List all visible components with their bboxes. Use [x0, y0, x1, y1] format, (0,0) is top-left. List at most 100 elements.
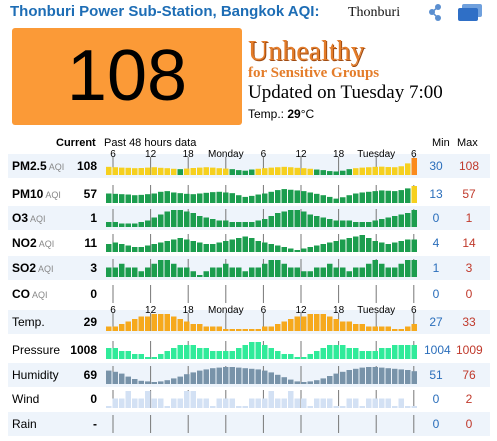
history-bar	[275, 190, 281, 203]
row-name: PM2.5 AQI	[12, 159, 65, 173]
history-bar	[164, 211, 170, 227]
history-bar	[145, 316, 151, 331]
history-bar	[288, 189, 294, 203]
history-bar	[314, 351, 320, 359]
history-bar	[229, 398, 235, 408]
hour-label: 18	[333, 305, 345, 316]
row-name: CO AQI	[12, 287, 48, 301]
hour-label: 6	[260, 305, 267, 316]
history-bar	[203, 398, 209, 408]
history-bar	[288, 167, 294, 175]
history-bar	[320, 348, 326, 359]
history-bar	[392, 406, 398, 408]
history-bar	[314, 380, 320, 384]
history-bar	[275, 374, 281, 384]
history-bar	[184, 168, 190, 175]
history-bar	[359, 167, 365, 175]
history-bar	[216, 267, 222, 277]
current-value: 0	[90, 287, 97, 301]
history-bar	[255, 267, 261, 277]
history-bar	[255, 220, 261, 227]
history-bar	[203, 326, 209, 331]
history-bar	[171, 192, 177, 203]
history-bar	[275, 398, 281, 408]
history-bar	[314, 245, 320, 252]
history-bar	[353, 324, 359, 331]
history-bar	[106, 348, 112, 359]
history-bar	[320, 195, 326, 203]
history-bar	[138, 354, 144, 359]
history-bar	[125, 321, 131, 331]
history-bar	[125, 194, 131, 203]
history-bar	[210, 267, 216, 277]
history-bar	[262, 345, 268, 359]
history-bar	[145, 245, 151, 252]
history-bar	[281, 211, 287, 227]
history-bar	[288, 391, 294, 408]
history-bar	[301, 398, 307, 408]
history-bar	[151, 263, 157, 277]
current-header: Current	[56, 137, 96, 149]
temp-line: Temp.: 29°C	[248, 108, 314, 120]
row-unit: AQI	[38, 264, 54, 274]
history-bar	[177, 238, 183, 252]
window-icon[interactable]	[458, 4, 482, 21]
history-bar	[294, 316, 300, 331]
history-bar	[151, 244, 157, 252]
history-bar	[281, 321, 287, 331]
history-bar	[385, 348, 391, 359]
history-bar	[405, 163, 411, 175]
history-bar	[268, 372, 274, 384]
history-bar	[229, 239, 235, 252]
history-bar	[333, 241, 339, 252]
history-bar	[340, 267, 346, 277]
history-bar	[307, 271, 313, 277]
history-bar	[106, 406, 112, 408]
history-bar	[340, 239, 346, 252]
history-bar	[112, 371, 118, 384]
history-bar	[379, 219, 385, 227]
history-bar	[314, 398, 320, 408]
history-bar	[171, 263, 177, 277]
history-bar	[314, 267, 320, 277]
min-value: 0	[432, 392, 440, 406]
history-bar	[145, 194, 151, 203]
history-bar	[359, 367, 365, 384]
history-bar	[210, 167, 216, 175]
row-name: NO2 AQI	[12, 236, 55, 250]
current-value: 69	[83, 368, 97, 382]
history-bar	[171, 168, 177, 175]
hour-label: 18	[182, 305, 194, 316]
history-bar	[281, 377, 287, 384]
history-bar	[203, 217, 209, 227]
search-box[interactable]: Thonburi	[348, 6, 400, 20]
history-bar	[320, 244, 326, 252]
min-value: 0	[432, 211, 440, 225]
history-bar	[320, 314, 326, 331]
row-name: Pressure	[12, 343, 61, 357]
status: Unhealthy	[248, 36, 365, 67]
history-bar	[184, 267, 190, 277]
history-bar	[385, 190, 391, 203]
history-bar	[346, 271, 352, 277]
history-bar	[366, 263, 372, 277]
current-value: 1008	[70, 343, 97, 357]
history-bar	[327, 196, 333, 203]
history-bar	[268, 244, 274, 252]
share-icon[interactable]	[429, 4, 441, 21]
history-bar	[288, 379, 294, 384]
history-bar	[249, 398, 255, 408]
history-bar	[411, 371, 417, 384]
history-bar	[275, 351, 281, 359]
history-bar	[268, 216, 274, 227]
history-bar	[177, 398, 183, 408]
history-bar	[353, 168, 359, 175]
history-bar	[229, 367, 235, 384]
history-bar	[210, 406, 216, 408]
history-bar	[392, 242, 398, 252]
hour-label: 18	[182, 149, 194, 160]
history-bar	[106, 222, 112, 227]
history-bar	[255, 342, 261, 359]
history-bar	[242, 345, 248, 359]
history-bar	[405, 345, 411, 359]
